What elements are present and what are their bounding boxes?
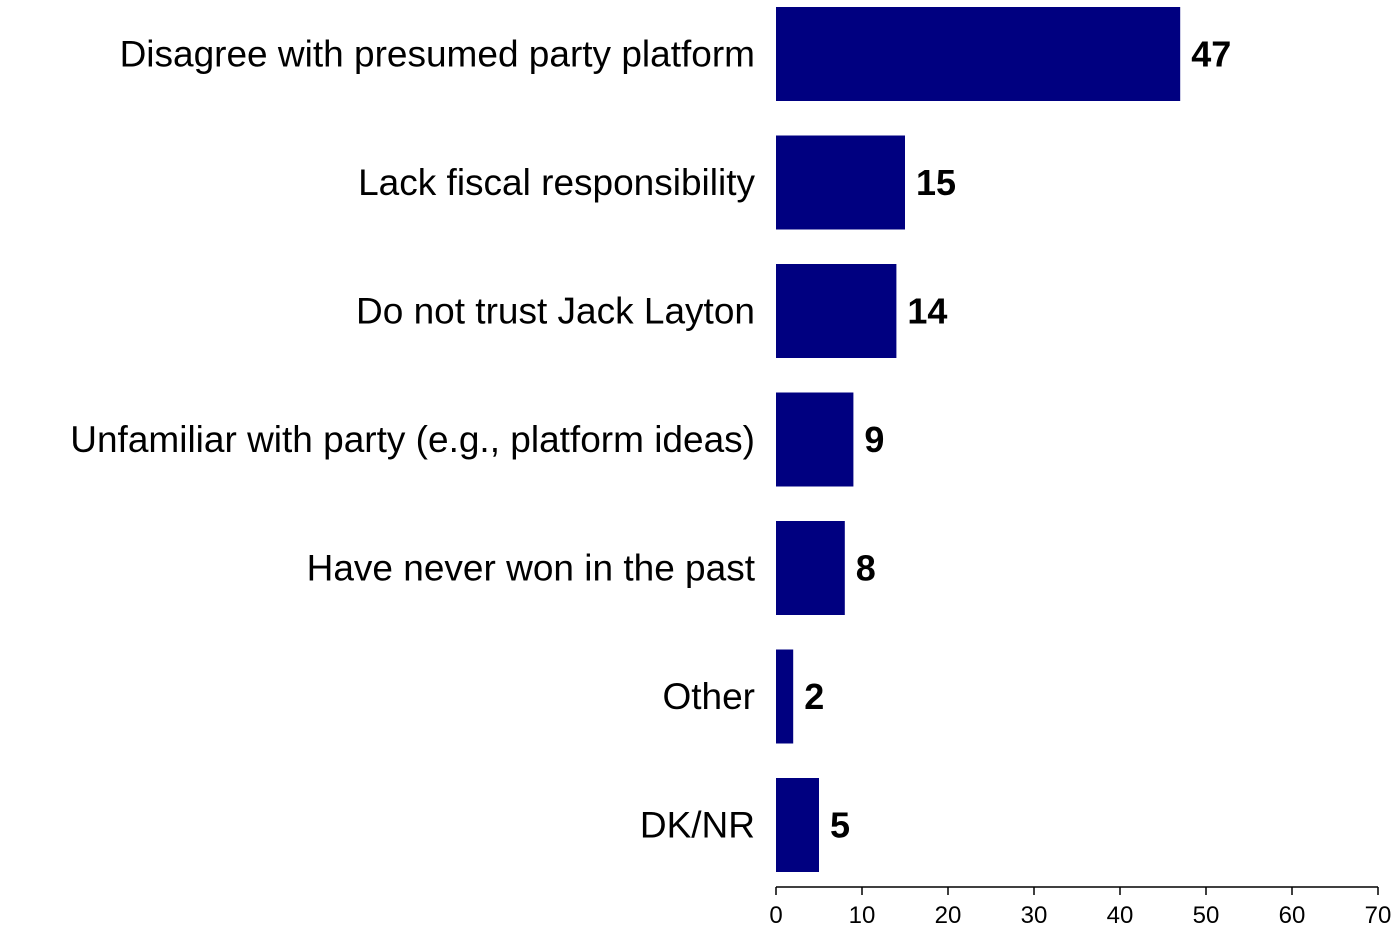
category-label: Other	[662, 676, 755, 717]
x-tick-label: 20	[935, 902, 962, 929]
bar	[776, 778, 819, 872]
category-label: Disagree with presumed party platform	[120, 34, 755, 75]
x-tick-label: 50	[1193, 902, 1220, 929]
x-tick-label: 60	[1279, 902, 1306, 929]
category-label: Lack fiscal responsibility	[358, 162, 755, 203]
value-label: 2	[804, 676, 824, 717]
x-tick-label: 70	[1365, 902, 1392, 929]
bars-group	[776, 7, 1181, 872]
value-label: 8	[856, 548, 876, 589]
category-label: Unfamiliar with party (e.g., platform id…	[70, 419, 755, 460]
value-label: 47	[1191, 34, 1231, 75]
bar	[776, 649, 794, 744]
category-labels: Disagree with presumed party platform Lac…	[70, 34, 755, 846]
category-label: DK/NR	[640, 805, 755, 846]
x-tick-label: 10	[849, 902, 876, 929]
x-tick-label: 0	[769, 902, 782, 929]
value-label: 14	[907, 291, 947, 332]
value-label: 5	[830, 805, 850, 846]
bar	[776, 392, 854, 487]
bar	[776, 264, 897, 358]
category-label: Have never won in the past	[307, 548, 756, 589]
category-label: Do not trust Jack Layton	[356, 291, 755, 332]
bar	[776, 135, 905, 230]
value-label: 9	[864, 419, 884, 460]
x-tick-label: 40	[1107, 902, 1134, 929]
x-axis: 0 10 20 30 40 50 60 70	[769, 886, 1392, 929]
value-label: 15	[916, 162, 956, 203]
bar	[776, 7, 1181, 101]
value-labels: 47 15 14 9 8 2 5	[804, 34, 1231, 846]
bar	[776, 521, 845, 615]
x-tick-label: 30	[1021, 902, 1048, 929]
